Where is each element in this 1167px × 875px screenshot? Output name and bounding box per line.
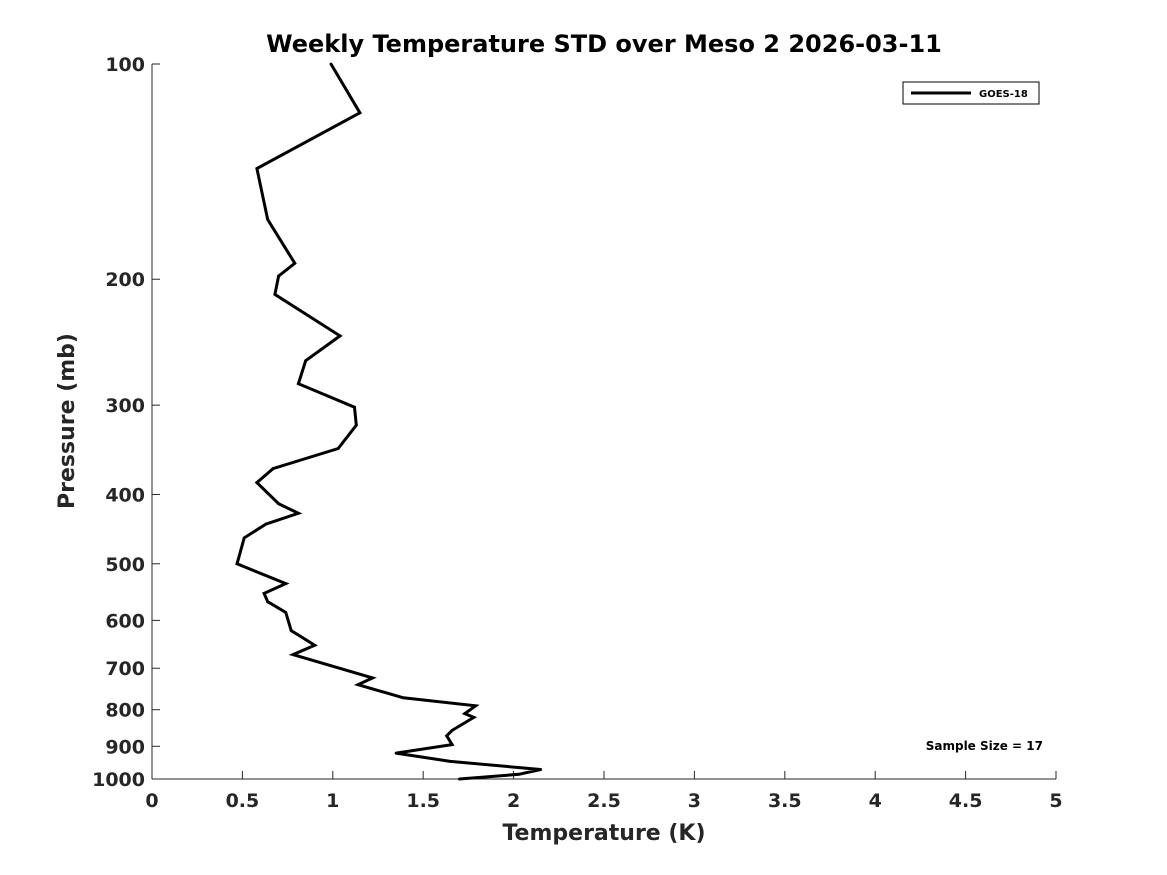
data-point xyxy=(289,629,293,632)
data-point xyxy=(336,447,340,450)
y-tick-label: 1000 xyxy=(92,769,145,791)
data-point xyxy=(266,218,270,221)
data-point xyxy=(277,502,280,506)
data-point xyxy=(291,653,295,657)
y-tick-label: 700 xyxy=(105,658,145,680)
data-point xyxy=(463,712,467,715)
y-tick-label: 600 xyxy=(105,610,145,632)
data-point xyxy=(358,111,362,115)
y-axis-label: Pressure (mb) xyxy=(55,333,80,509)
data-point xyxy=(313,643,317,647)
data-point xyxy=(448,760,452,763)
y-tick-label: 200 xyxy=(105,269,145,291)
data-point xyxy=(457,777,461,781)
data-point xyxy=(472,715,476,719)
data-point xyxy=(273,292,277,296)
y-tick-label: 100 xyxy=(105,54,145,76)
data-point xyxy=(401,696,405,700)
data-point xyxy=(242,536,246,540)
data-point xyxy=(445,734,449,738)
data-point xyxy=(277,274,280,278)
sample-size-annotation: Sample Size = 17 xyxy=(926,739,1043,753)
legend: GOES-18 xyxy=(902,81,1040,105)
data-point xyxy=(371,676,374,680)
data-point xyxy=(539,768,543,771)
data-point xyxy=(354,423,358,427)
data-point xyxy=(271,467,275,470)
y-tick-label: 400 xyxy=(105,484,145,506)
x-tick-label: 0.5 xyxy=(226,790,260,812)
data-point xyxy=(255,167,259,170)
data-point xyxy=(237,556,241,559)
x-tick-label: 3 xyxy=(688,790,701,812)
data-point xyxy=(235,562,239,566)
data-point xyxy=(450,728,454,732)
y-tick-label: 300 xyxy=(105,395,145,417)
data-point xyxy=(262,591,266,595)
data-point xyxy=(264,522,268,526)
data-point xyxy=(338,334,342,338)
data-point xyxy=(284,582,288,586)
x-tick-label: 0 xyxy=(145,790,158,812)
x-tick-label: 4.5 xyxy=(949,790,983,812)
data-point xyxy=(304,359,308,363)
x-tick-label: 2.5 xyxy=(587,790,621,812)
data-point xyxy=(297,511,300,515)
data-point xyxy=(255,481,259,485)
data-point xyxy=(517,772,521,776)
x-tick-label: 2 xyxy=(507,790,520,812)
data-point xyxy=(356,683,360,687)
data-point xyxy=(450,743,454,746)
legend-entry-goes-18: GOES-18 xyxy=(979,89,1028,100)
chart-title: Weekly Temperature STD over Meso 2 2026-… xyxy=(266,30,942,58)
data-point xyxy=(293,261,297,265)
y-tick-label: 900 xyxy=(105,736,145,758)
x-axis-ticks: 0 0.5 1 1.5 2 2.5 3 3.5 4 4.5 5 xyxy=(145,771,1063,812)
x-tick-label: 5 xyxy=(1049,790,1062,812)
data-point xyxy=(297,382,300,386)
data-point xyxy=(266,600,270,604)
data-point xyxy=(284,611,288,614)
data-point xyxy=(329,62,333,66)
x-axis-label: Temperature (K) xyxy=(502,821,705,846)
y-axis-ticks: 100 200 300 400 500 600 700 800 900 1000 xyxy=(92,54,160,791)
data-point xyxy=(394,751,398,755)
data-point xyxy=(353,405,356,409)
y-tick-label: 500 xyxy=(105,554,145,576)
x-tick-label: 3.5 xyxy=(768,790,802,812)
x-tick-label: 4 xyxy=(869,790,882,812)
series-points xyxy=(235,62,543,781)
x-tick-label: 1 xyxy=(326,790,339,812)
y-tick-label: 800 xyxy=(105,700,145,722)
x-tick-label: 1.5 xyxy=(406,790,440,812)
data-point xyxy=(474,704,478,708)
